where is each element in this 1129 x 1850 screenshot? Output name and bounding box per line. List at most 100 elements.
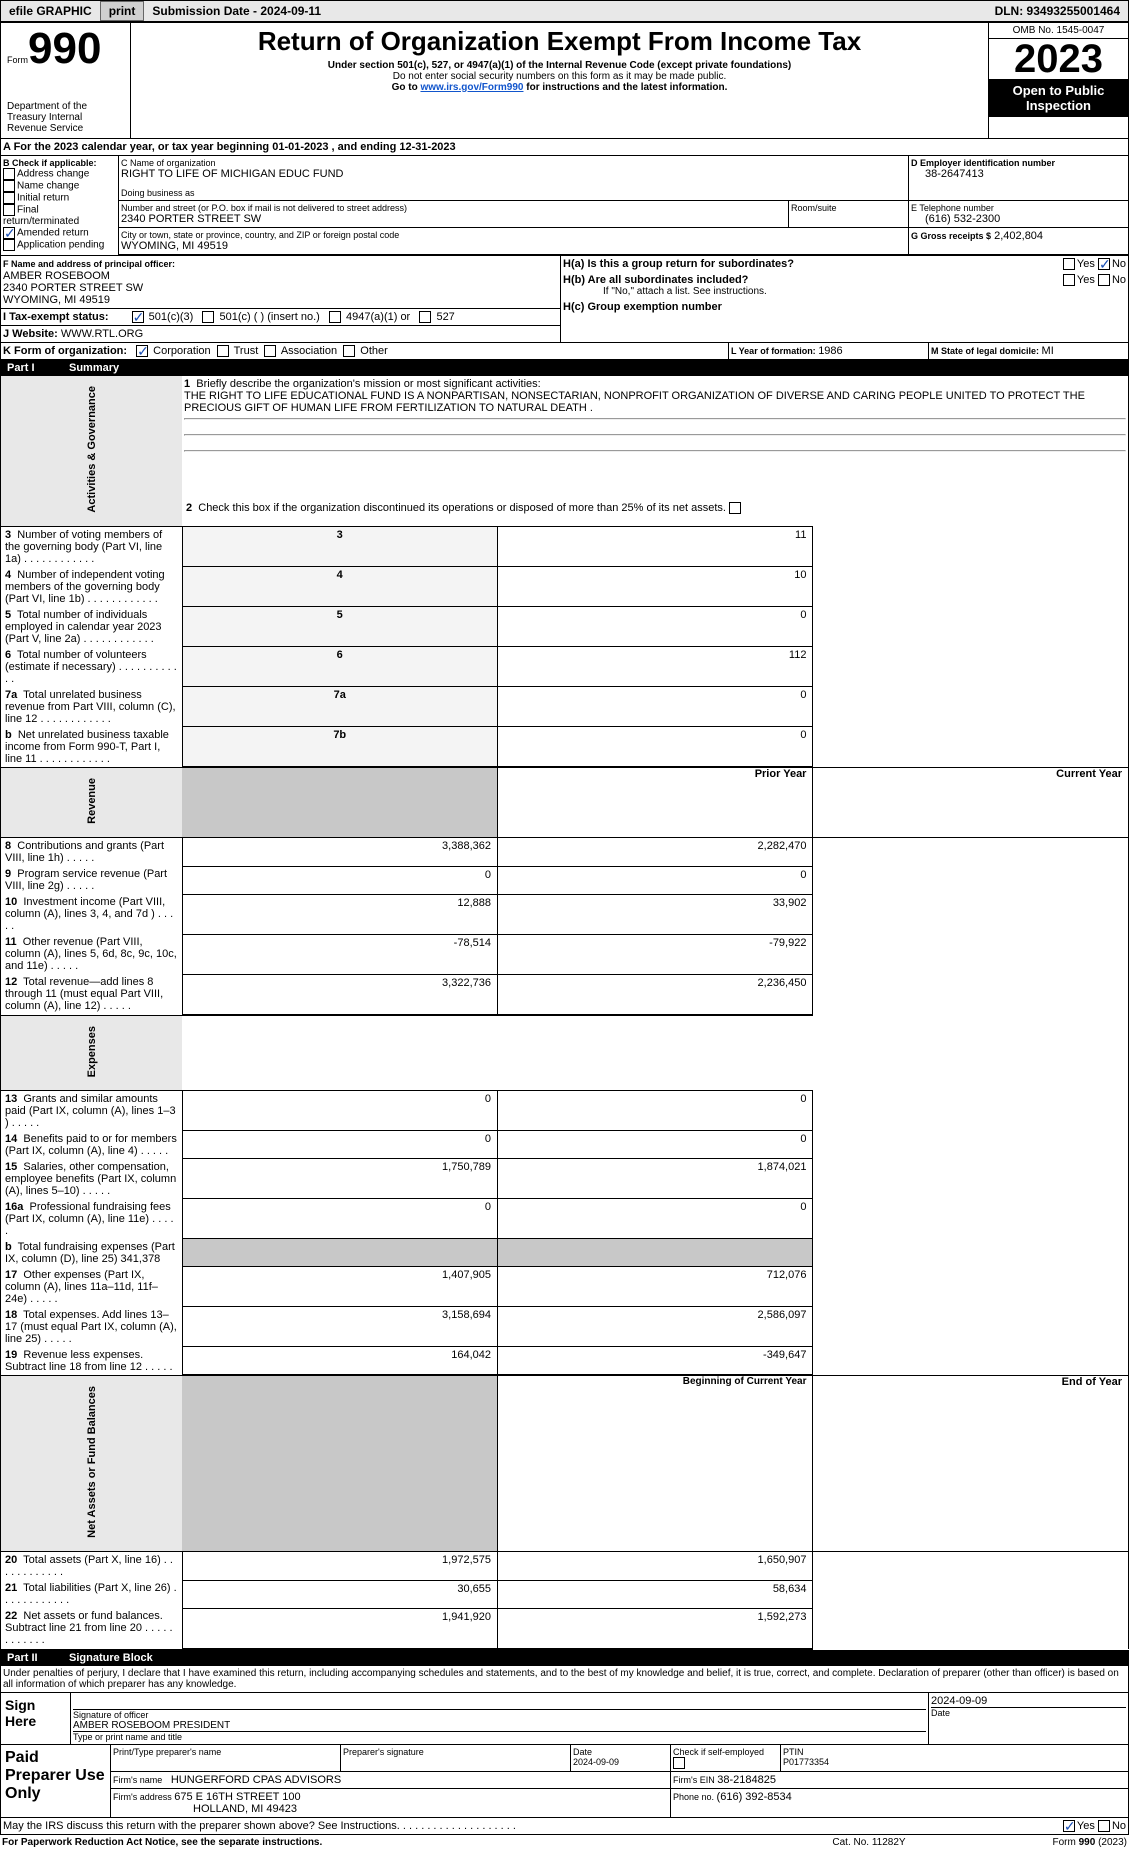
tax-status-cb[interactable] [202, 311, 214, 323]
officer-addr1: 2340 PORTER STREET SW [3, 282, 143, 294]
box-b-item: Address change [3, 168, 116, 180]
self-emp-cb[interactable] [673, 1757, 685, 1769]
gov-box: 7a [182, 687, 497, 727]
line-2: 2 Check this box if the organization dis… [182, 500, 1129, 526]
box-b-cb[interactable] [3, 204, 15, 216]
exp-current [497, 1239, 812, 1267]
prep-sig-cell: Preparer's signature [341, 1745, 571, 1772]
rev-line: 9 Program service revenue (Part VIII, li… [1, 866, 183, 894]
tax-status-cb[interactable] [419, 311, 431, 323]
box-g: G Gross receipts $ 2,402,804 [909, 228, 1129, 255]
q2-cb[interactable] [729, 502, 741, 514]
gov-line: 5 Total number of individuals employed i… [1, 607, 183, 647]
exp-line: 18 Total expenses. Add lines 13–17 (must… [1, 1307, 183, 1347]
ha-no-cb[interactable] [1098, 258, 1110, 270]
box-k: K Form of organization: Corporation Trus… [1, 343, 729, 360]
box-b-item: Application pending [3, 239, 116, 251]
box-b-cb[interactable] [3, 239, 15, 251]
subtitle-1: Under section 501(c), 527, or 4947(a)(1)… [137, 60, 982, 71]
box-hb: H(b) Are all subordinates included? Yes … [563, 274, 1126, 286]
form-cell: Form990 Department of the Treasury Inter… [1, 23, 131, 139]
rev-blank [182, 768, 497, 838]
discuss-row: May the IRS discuss this return with the… [0, 1818, 1129, 1835]
exp-current: 2,586,097 [497, 1307, 812, 1347]
prep-date-cell: Date2024-09-09 [571, 1745, 671, 1772]
box-b-cb[interactable] [3, 192, 15, 204]
exp-prior: 0 [182, 1090, 497, 1131]
box-m-lbl: M State of legal domicile: [931, 346, 1042, 356]
year-formation: 1986 [818, 345, 842, 357]
footer-table: For Paperwork Reduction Act Notice, see … [0, 1835, 1129, 1850]
box-b-item: Amended return [3, 227, 116, 239]
box-i-lbl: I Tax-exempt status: [3, 311, 109, 323]
box-k-lbl: K Form of organization: [3, 345, 127, 357]
rev-current: 2,236,450 [497, 974, 812, 1014]
box-e-lbl: E Telephone number [911, 203, 1126, 213]
col-current: Current Year [813, 768, 1129, 838]
line-1: 1 Briefly describe the organization's mi… [182, 376, 1129, 500]
box-j: J Website: WWW.RTL.ORG [1, 326, 561, 343]
rev-prior: 3,322,736 [182, 974, 497, 1014]
discuss-yes-cb[interactable] [1063, 1820, 1075, 1832]
rev-line: 8 Contributions and grants (Part VIII, l… [1, 838, 183, 867]
form-number: 990 [28, 24, 101, 73]
perjury-declaration: Under penalties of perjury, I declare th… [0, 1666, 1129, 1693]
hb-yes-cb[interactable] [1063, 274, 1075, 286]
box-b-cb[interactable] [3, 180, 15, 192]
firm-phone-cell: Phone no. (616) 392-8534 [671, 1788, 1129, 1816]
exp-current: 1,874,021 [497, 1159, 812, 1199]
sig-officer: Signature of officer AMBER ROSEBOOM PRES… [71, 1693, 929, 1745]
gross-receipts: 2,402,804 [994, 230, 1043, 242]
submission-date-label: Submission Date - 2024-09-11 [144, 2, 329, 20]
box-b-cb[interactable] [3, 168, 15, 180]
gov-line: 6 Total number of volunteers (estimate i… [1, 647, 183, 687]
org-form-cb[interactable] [264, 345, 276, 357]
period-end: 12-31-2023 [399, 141, 455, 153]
part2-header: Part IISignature Block [0, 1650, 1129, 1666]
exp-prior: 164,042 [182, 1347, 497, 1375]
gov-line: 4 Number of independent voting members o… [1, 567, 183, 607]
main-title: Return of Organization Exempt From Incom… [137, 27, 982, 56]
print-button[interactable]: print [100, 1, 145, 21]
dba-lbl: Doing business as [121, 188, 906, 198]
box-b-cb[interactable] [3, 227, 15, 239]
prep-name-cell: Print/Type preparer's name [111, 1745, 341, 1772]
exp-line: 14 Benefits paid to or for members (Part… [1, 1131, 183, 1159]
box-l: L Year of formation: 1986 [729, 343, 929, 360]
org-form-cb[interactable] [343, 345, 355, 357]
exp-current: 712,076 [497, 1267, 812, 1307]
org-form-cb[interactable] [217, 345, 229, 357]
gov-val: 0 [497, 687, 812, 727]
gov-box: 3 [182, 526, 497, 567]
box-b: B Check if applicable: Address changeNam… [1, 156, 119, 256]
org-form-cb[interactable] [136, 345, 148, 357]
q1-lbl: Briefly describe the organization's miss… [196, 378, 540, 390]
addr-val: 2340 PORTER STREET SW [121, 213, 786, 225]
ptin-cell: PTINP01773354 [781, 1745, 1129, 1772]
rev-line: 11 Other revenue (Part VIII, column (A),… [1, 934, 183, 974]
org-name: RIGHT TO LIFE OF MICHIGAN EDUC FUND [121, 168, 906, 180]
exp-line: 16a Professional fundraising fees (Part … [1, 1199, 183, 1239]
discuss-no-cb[interactable] [1098, 1820, 1110, 1832]
efile-header-bar: efile GRAPHIC print Submission Date - 20… [0, 0, 1129, 22]
rev-prior: 12,888 [182, 894, 497, 934]
hb-no-cb[interactable] [1098, 274, 1110, 286]
efile-label: efile GRAPHIC [1, 2, 100, 20]
ha-yes-cb[interactable] [1063, 258, 1075, 270]
part2-title: Signature Block [69, 1652, 153, 1664]
box-j-lbl: J Website: [3, 328, 61, 340]
tax-status-cb[interactable] [329, 311, 341, 323]
gov-line: 7a Total unrelated business revenue from… [1, 687, 183, 727]
footer-form: Form 990 (2023) [969, 1835, 1129, 1850]
paid-preparer-table: Paid Preparer Use Only Print/Type prepar… [0, 1745, 1129, 1818]
tax-status-cb[interactable] [132, 311, 144, 323]
irs-link[interactable]: www.irs.gov/Form990 [420, 82, 523, 93]
pra-notice: For Paperwork Reduction Act Notice, see … [0, 1835, 769, 1850]
mission-text: THE RIGHT TO LIFE EDUCATIONAL FUND IS A … [184, 390, 1085, 414]
exp-line: 17 Other expenses (Part IX, column (A), … [1, 1267, 183, 1307]
rev-current: 33,902 [497, 894, 812, 934]
exp-prior: 1,750,789 [182, 1159, 497, 1199]
addr-lbl: Number and street (or P.O. box if mail i… [121, 203, 786, 213]
net-end: 58,634 [497, 1580, 812, 1608]
ein-val: 38-2647413 [911, 168, 1126, 180]
